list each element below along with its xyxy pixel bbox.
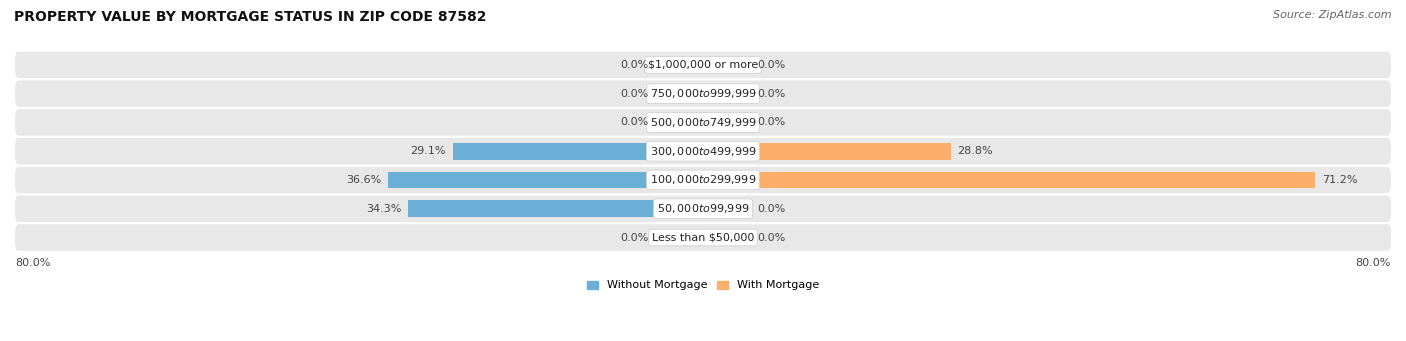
Text: PROPERTY VALUE BY MORTGAGE STATUS IN ZIP CODE 87582: PROPERTY VALUE BY MORTGAGE STATUS IN ZIP… [14, 10, 486, 24]
FancyBboxPatch shape [15, 224, 1391, 251]
Text: Source: ZipAtlas.com: Source: ZipAtlas.com [1274, 10, 1392, 20]
Bar [655, 229, 703, 246]
FancyBboxPatch shape [15, 109, 1391, 136]
FancyBboxPatch shape [15, 52, 1391, 78]
Bar [703, 114, 751, 131]
Bar [703, 172, 1316, 188]
Text: 0.0%: 0.0% [620, 89, 648, 99]
Text: 36.6%: 36.6% [346, 175, 381, 185]
Bar [655, 85, 703, 102]
Bar [703, 201, 751, 217]
Text: $100,000 to $299,999: $100,000 to $299,999 [650, 174, 756, 187]
FancyBboxPatch shape [15, 195, 1391, 222]
Text: 0.0%: 0.0% [758, 117, 786, 128]
Bar [655, 114, 703, 131]
Text: 0.0%: 0.0% [620, 233, 648, 242]
Text: $300,000 to $499,999: $300,000 to $499,999 [650, 145, 756, 158]
Text: 80.0%: 80.0% [1355, 258, 1391, 268]
Text: 0.0%: 0.0% [758, 60, 786, 70]
Text: 71.2%: 71.2% [1322, 175, 1358, 185]
Text: 0.0%: 0.0% [620, 117, 648, 128]
Legend: Without Mortgage, With Mortgage: Without Mortgage, With Mortgage [585, 278, 821, 293]
FancyBboxPatch shape [15, 80, 1391, 107]
Text: 0.0%: 0.0% [758, 204, 786, 214]
Text: 34.3%: 34.3% [366, 204, 401, 214]
Text: 0.0%: 0.0% [758, 89, 786, 99]
Text: $500,000 to $749,999: $500,000 to $749,999 [650, 116, 756, 129]
FancyBboxPatch shape [15, 167, 1391, 193]
Text: $50,000 to $99,999: $50,000 to $99,999 [657, 202, 749, 215]
Bar [655, 57, 703, 73]
Text: $1,000,000 or more: $1,000,000 or more [648, 60, 758, 70]
Text: 28.8%: 28.8% [957, 146, 993, 156]
Bar [703, 85, 751, 102]
Bar [453, 143, 703, 160]
Text: 0.0%: 0.0% [620, 60, 648, 70]
Text: 80.0%: 80.0% [15, 258, 51, 268]
Bar [703, 143, 950, 160]
Bar [388, 172, 703, 188]
Bar [703, 57, 751, 73]
Text: Less than $50,000: Less than $50,000 [652, 233, 754, 242]
Bar [408, 201, 703, 217]
Text: $750,000 to $999,999: $750,000 to $999,999 [650, 87, 756, 100]
Text: 0.0%: 0.0% [758, 233, 786, 242]
FancyBboxPatch shape [15, 138, 1391, 164]
Text: 29.1%: 29.1% [411, 146, 446, 156]
Bar [703, 229, 751, 246]
